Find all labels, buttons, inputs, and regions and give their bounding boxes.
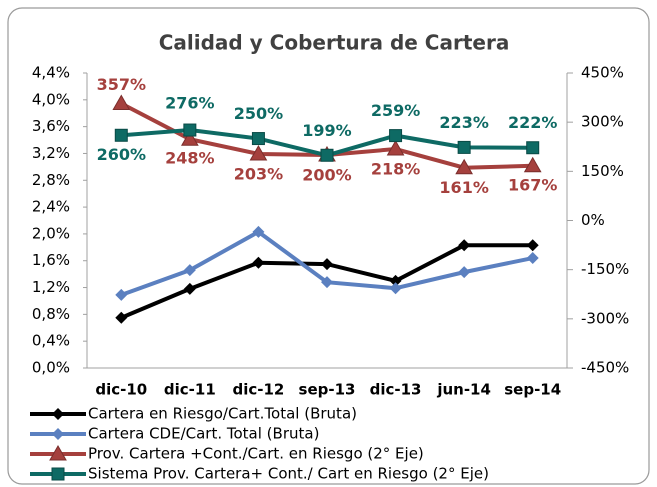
y-tick-label: 4,4% bbox=[32, 64, 70, 82]
y-tick-label: 2,4% bbox=[32, 198, 70, 216]
marker bbox=[252, 256, 265, 269]
data-label: 222% bbox=[508, 113, 557, 132]
marker bbox=[52, 408, 64, 420]
y2-tick-label: -450% bbox=[581, 359, 629, 377]
data-label: 248% bbox=[165, 149, 214, 168]
data-label: 250% bbox=[234, 104, 283, 123]
y2-tick-label: 300% bbox=[581, 113, 624, 131]
data-label: 218% bbox=[371, 160, 420, 179]
marker bbox=[183, 264, 196, 277]
marker bbox=[386, 140, 405, 156]
legend-label: Cartera CDE/Cart. Total (Bruta) bbox=[88, 425, 319, 443]
marker bbox=[457, 140, 471, 154]
x-tick-label: dic-11 bbox=[164, 381, 216, 399]
marker bbox=[389, 129, 403, 143]
marker bbox=[180, 130, 199, 146]
y-tick-label: 0,0% bbox=[32, 359, 70, 377]
data-label: 161% bbox=[439, 178, 488, 197]
y-tick-label: 1,2% bbox=[32, 278, 70, 296]
marker bbox=[115, 288, 128, 301]
marker bbox=[249, 144, 268, 161]
marker bbox=[455, 158, 474, 175]
data-label: 203% bbox=[234, 164, 283, 183]
x-tick-label: sep-13 bbox=[299, 381, 356, 399]
marker bbox=[389, 274, 402, 287]
y-tick-label: 1,6% bbox=[32, 251, 70, 269]
y-tick-label: 3,6% bbox=[32, 117, 70, 135]
marker bbox=[115, 311, 128, 324]
marker bbox=[320, 148, 334, 162]
data-label: 199% bbox=[302, 121, 351, 140]
x-tick-label: dic-12 bbox=[232, 381, 284, 399]
marker bbox=[51, 467, 65, 481]
legend-label: Prov. Cartera +Cont./Cart. en Riesgo (2°… bbox=[88, 445, 424, 463]
y2-tick-label: -150% bbox=[581, 260, 629, 278]
marker bbox=[526, 252, 539, 265]
data-label: 200% bbox=[302, 165, 351, 184]
marker bbox=[251, 132, 265, 146]
marker bbox=[112, 94, 131, 110]
legend-label: Cartera en Riesgo/Cart.Total (Bruta) bbox=[88, 405, 357, 423]
data-label: 167% bbox=[508, 175, 557, 194]
marker bbox=[526, 141, 540, 155]
marker bbox=[252, 225, 265, 238]
marker bbox=[458, 266, 471, 279]
marker bbox=[526, 239, 539, 252]
chart-title: Calidad y Cobertura de Cartera bbox=[159, 31, 510, 55]
y-tick-label: 2,8% bbox=[32, 171, 70, 189]
marker bbox=[523, 156, 542, 173]
marker bbox=[52, 428, 64, 440]
marker bbox=[458, 239, 471, 252]
marker bbox=[321, 258, 333, 271]
x-tick-label: sep-14 bbox=[504, 381, 561, 399]
data-label: 260% bbox=[97, 145, 146, 164]
marker bbox=[389, 282, 402, 295]
y-tick-label: 0,4% bbox=[32, 332, 70, 350]
y2-tick-label: -300% bbox=[581, 309, 629, 327]
x-tick-label: jun-14 bbox=[436, 381, 491, 399]
x-tick-label: dic-13 bbox=[370, 381, 422, 399]
data-label: 357% bbox=[97, 75, 146, 94]
marker bbox=[321, 276, 333, 289]
marker bbox=[49, 444, 67, 461]
y-tick-label: 2,0% bbox=[32, 224, 70, 242]
y-tick-label: 3,2% bbox=[32, 144, 70, 162]
y-tick-label: 4,0% bbox=[32, 90, 70, 108]
data-label: 259% bbox=[371, 101, 420, 120]
y2-tick-label: 0% bbox=[581, 211, 605, 229]
marker bbox=[183, 123, 197, 137]
x-tick-label: dic-10 bbox=[95, 381, 147, 399]
y-tick-label: 0,8% bbox=[32, 305, 70, 323]
marker bbox=[183, 282, 196, 295]
data-label: 276% bbox=[165, 94, 214, 113]
y2-tick-label: 450% bbox=[581, 64, 624, 82]
marker bbox=[114, 128, 128, 142]
y2-tick-label: 150% bbox=[581, 162, 624, 180]
data-label: 223% bbox=[439, 113, 488, 132]
legend-label: Sistema Prov. Cartera+ Cont./ Cart en Ri… bbox=[88, 465, 489, 483]
